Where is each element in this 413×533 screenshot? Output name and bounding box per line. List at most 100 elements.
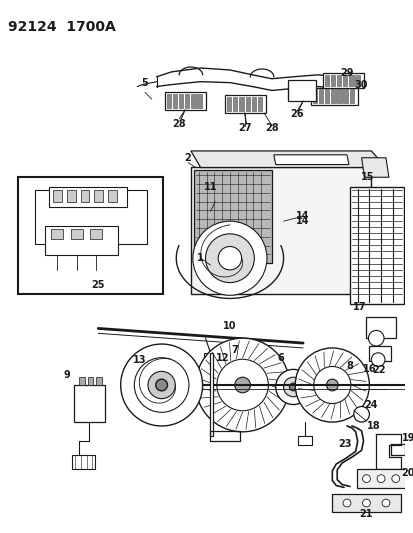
Bar — [172, 94, 177, 108]
Circle shape — [218, 246, 241, 270]
Bar — [368, 346, 390, 361]
Bar — [74, 385, 105, 422]
Circle shape — [368, 330, 383, 346]
Bar — [349, 90, 353, 103]
Polygon shape — [210, 353, 213, 436]
Bar — [18, 177, 162, 294]
Bar — [349, 187, 403, 304]
Text: 24: 24 — [364, 400, 377, 409]
Bar — [190, 167, 370, 294]
Bar — [366, 317, 395, 338]
Circle shape — [376, 475, 384, 482]
Bar — [257, 97, 261, 111]
Bar — [233, 97, 237, 111]
Bar — [185, 94, 189, 108]
Bar — [51, 229, 63, 239]
Circle shape — [370, 353, 384, 367]
Bar — [343, 90, 347, 103]
Text: 16: 16 — [362, 365, 375, 374]
Text: 9: 9 — [64, 370, 70, 380]
Circle shape — [216, 359, 268, 411]
Circle shape — [313, 367, 350, 403]
Bar — [35, 190, 147, 244]
Bar — [356, 469, 409, 488]
Bar — [349, 75, 353, 86]
Bar — [203, 353, 221, 365]
Bar — [197, 94, 201, 108]
Circle shape — [134, 358, 188, 413]
Polygon shape — [190, 151, 385, 167]
Bar — [49, 187, 127, 206]
Bar — [178, 94, 183, 108]
Text: 8: 8 — [346, 360, 352, 370]
Bar — [337, 90, 341, 103]
Circle shape — [147, 372, 175, 399]
Bar — [226, 97, 231, 111]
Text: 13: 13 — [132, 354, 146, 365]
Text: 17: 17 — [352, 302, 366, 312]
Text: 21: 21 — [359, 509, 372, 519]
Bar — [71, 229, 83, 239]
Text: 29: 29 — [339, 68, 353, 78]
Circle shape — [289, 383, 297, 391]
Bar — [90, 229, 102, 239]
Bar — [318, 90, 323, 103]
Text: 26: 26 — [290, 109, 303, 119]
Bar — [336, 75, 340, 86]
Text: 14: 14 — [296, 216, 309, 226]
Bar — [78, 377, 84, 385]
Text: 7: 7 — [231, 345, 237, 355]
Bar — [94, 190, 103, 201]
Bar — [330, 90, 335, 103]
Bar — [96, 377, 102, 385]
Text: 11: 11 — [203, 182, 217, 192]
Text: 5: 5 — [141, 78, 148, 87]
Bar — [81, 190, 89, 201]
Bar — [324, 75, 328, 86]
Circle shape — [391, 475, 399, 482]
Bar — [245, 97, 249, 111]
Circle shape — [120, 344, 202, 426]
Bar — [297, 436, 311, 446]
Circle shape — [195, 338, 289, 432]
Text: 12: 12 — [216, 353, 229, 362]
Text: 30: 30 — [354, 79, 368, 90]
Polygon shape — [273, 155, 348, 165]
Bar — [324, 90, 329, 103]
Polygon shape — [361, 158, 388, 177]
Bar — [403, 197, 413, 294]
Circle shape — [155, 379, 167, 391]
Circle shape — [294, 348, 368, 422]
Text: 20: 20 — [401, 468, 413, 478]
Bar — [53, 190, 62, 201]
Bar — [191, 94, 195, 108]
Bar — [239, 97, 243, 111]
Circle shape — [342, 499, 350, 507]
Bar — [45, 226, 117, 255]
Text: 18: 18 — [366, 421, 379, 431]
Bar — [72, 455, 95, 469]
Circle shape — [362, 475, 370, 482]
Text: 28: 28 — [172, 119, 185, 128]
Circle shape — [362, 499, 370, 507]
Bar — [67, 190, 76, 201]
Bar — [312, 90, 316, 103]
Bar — [87, 377, 93, 385]
Circle shape — [283, 377, 302, 397]
Text: 14: 14 — [296, 211, 309, 221]
Text: 1: 1 — [197, 253, 204, 263]
Bar — [108, 190, 116, 201]
Bar — [332, 494, 400, 512]
Text: 6: 6 — [277, 353, 283, 362]
Text: 92124  1700A: 92124 1700A — [9, 20, 116, 34]
Text: 23: 23 — [337, 439, 351, 449]
Circle shape — [192, 221, 266, 295]
Text: 25: 25 — [91, 279, 105, 289]
Bar — [164, 92, 205, 110]
Bar — [288, 80, 315, 101]
Circle shape — [205, 234, 254, 282]
Text: 2: 2 — [184, 153, 191, 163]
Text: 22: 22 — [372, 366, 385, 375]
Text: 19: 19 — [401, 433, 413, 443]
Bar — [310, 87, 357, 105]
